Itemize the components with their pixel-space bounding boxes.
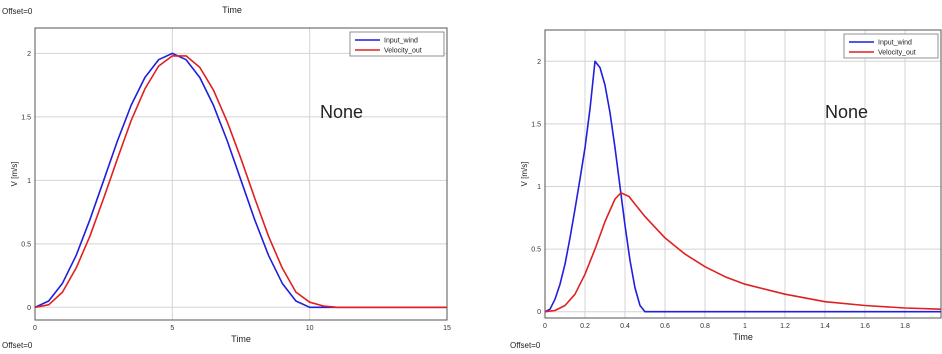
x-tick-label: 0.6: [660, 323, 670, 330]
legend-box: [349, 31, 445, 57]
left-chart-panel: Offset=0 Time Offset=0 0 5 10 15 0 0.5 1 1.5 2 Ti…: [0, 0, 460, 354]
offset-top-label: Offset=0: [2, 7, 33, 16]
x-tick-label: 15: [443, 325, 451, 332]
x-tick-label: 1.6: [860, 323, 870, 330]
x-tick-label: 0: [543, 323, 547, 330]
x-tick-label: 0.4: [620, 323, 630, 330]
series-line-velocity-out: [34, 55, 447, 309]
y-tick-label: 2: [537, 59, 541, 66]
x-axis-label: Time: [231, 334, 251, 344]
legend-box: [843, 33, 939, 59]
legend-label: Velocity_out: [384, 48, 422, 55]
offset-bottom-label: Offset=0: [510, 341, 541, 350]
legend-label: Input_wind: [878, 40, 912, 47]
series-line-input-wind: [544, 60, 941, 313]
y-tick-label: 1: [27, 178, 31, 185]
plot-frame: [544, 29, 942, 319]
x-tick-label: 1: [743, 323, 747, 330]
y-tick-label: 0: [27, 305, 31, 312]
y-tick-label: 0: [537, 309, 541, 316]
x-tick-label: 1.8: [900, 323, 910, 330]
legend-label: Input_wind: [384, 38, 418, 45]
left-line-chart: 0 5 10 15 0 0.5 1 1.5 2 Time V [m/s] None Input_wind…: [10, 27, 451, 344]
offset-bottom-label: Offset=0: [2, 341, 33, 350]
y-tick-label: 1: [537, 184, 541, 191]
y-tick-label: 0.5: [531, 247, 541, 254]
x-tick-label: 0.2: [580, 323, 590, 330]
y-tick-label: 0.5: [21, 241, 31, 248]
x-tick-label: 5: [170, 325, 174, 332]
x-axis-label: Time: [733, 332, 753, 342]
legend-label: Velocity_out: [878, 50, 916, 57]
x-tick-label: 1.2: [780, 323, 790, 330]
y-tick-label: 1.5: [531, 121, 541, 128]
right-chart-panel: Offset=0 0 0.2 0.4 0.6 0.8 1 1.2 1.4 1.6 1.8 0 0.5 1…: [500, 0, 942, 354]
x-tick-label: 0: [33, 325, 37, 332]
none-annotation: None: [825, 102, 868, 122]
none-annotation: None: [320, 102, 363, 122]
x-tick-label: 10: [306, 325, 314, 332]
series-line-velocity-out: [544, 192, 942, 313]
y-axis-label: V [m/s]: [10, 162, 19, 187]
x-tick-label: 0.8: [700, 323, 710, 330]
x-tick-label: 1.4: [820, 323, 830, 330]
y-tick-label: 1.5: [21, 114, 31, 121]
y-axis-label: V [m/s]: [520, 162, 529, 187]
right-line-chart: 0 0.2 0.4 0.6 0.8 1 1.2 1.4 1.6 1.8 0 0.5 1 1.5 2 Time V…: [520, 29, 942, 342]
top-time-label: Time: [222, 5, 242, 15]
y-tick-label: 2: [27, 51, 31, 58]
plot-frame: [34, 27, 448, 321]
